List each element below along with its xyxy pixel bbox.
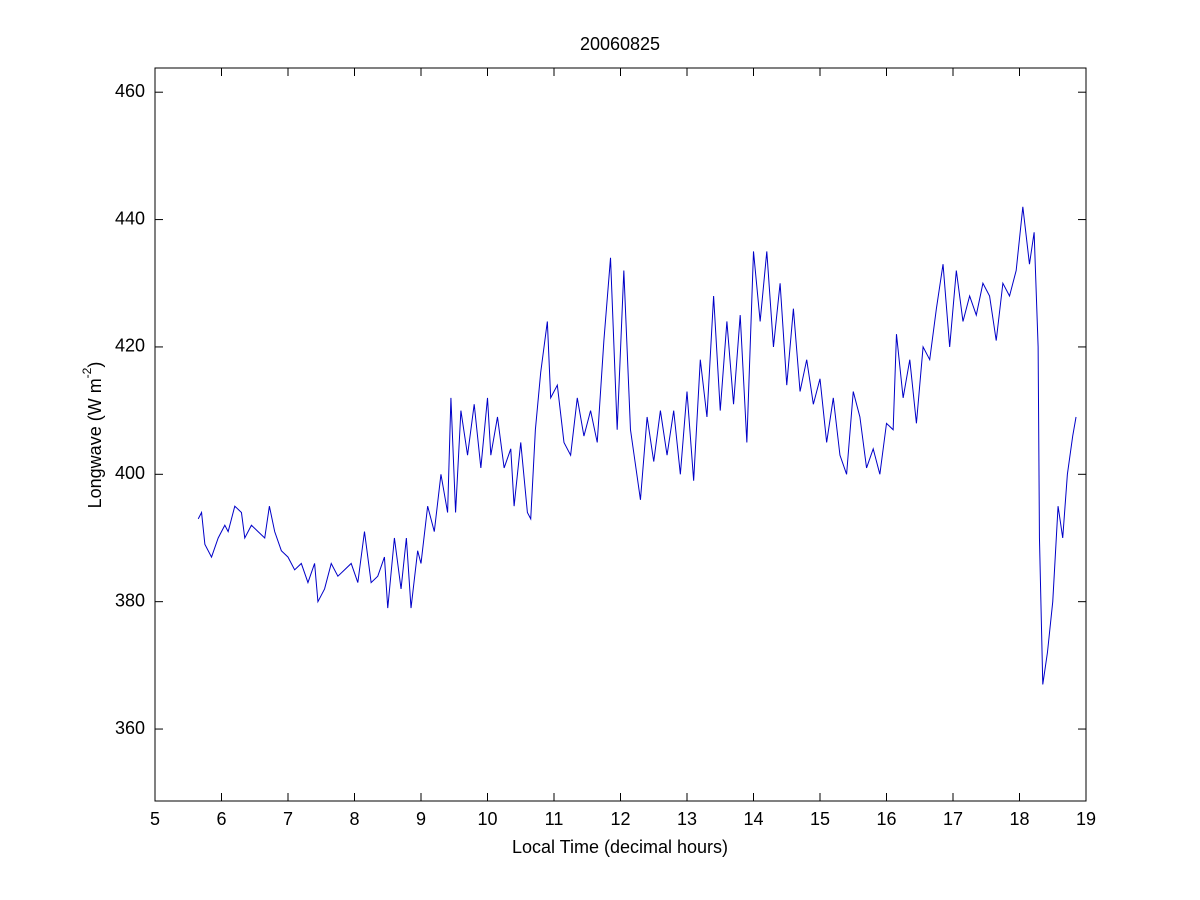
x-tick-label: 15 <box>810 809 830 829</box>
x-tick-label: 9 <box>416 809 426 829</box>
chart-title: 20060825 <box>580 34 660 54</box>
x-tick-label: 17 <box>943 809 963 829</box>
y-label-sup: -2 <box>80 367 94 378</box>
y-label-text: Longwave (W m <box>85 378 105 508</box>
y-tick-label: 400 <box>115 463 145 483</box>
y-tick-label: 420 <box>115 336 145 356</box>
x-tick-label: 6 <box>216 809 226 829</box>
y-tick-label: 440 <box>115 208 145 228</box>
y-axis-label: Longwave (W m-2) <box>80 362 105 509</box>
plot-frame <box>154 67 1087 802</box>
x-tick-label: 16 <box>876 809 896 829</box>
y-tick-label: 380 <box>115 590 145 610</box>
x-tick-label: 5 <box>150 809 160 829</box>
x-tick-label: 12 <box>610 809 630 829</box>
x-tick-label: 18 <box>1009 809 1029 829</box>
x-tick-label: 11 <box>545 809 564 829</box>
data-line <box>197 206 1077 685</box>
y-label-end: ) <box>85 362 105 368</box>
x-tick-label: 19 <box>1076 809 1096 829</box>
x-tick-label: 7 <box>283 809 293 829</box>
x-tick-label: 8 <box>349 809 359 829</box>
x-axis-label: Local Time (decimal hours) <box>512 837 728 857</box>
y-tick-label: 360 <box>115 718 145 738</box>
y-tick-label: 460 <box>115 81 145 101</box>
x-tick-label: 13 <box>677 809 697 829</box>
x-tick-label: 14 <box>743 809 763 829</box>
x-tick-label: 10 <box>477 809 497 829</box>
